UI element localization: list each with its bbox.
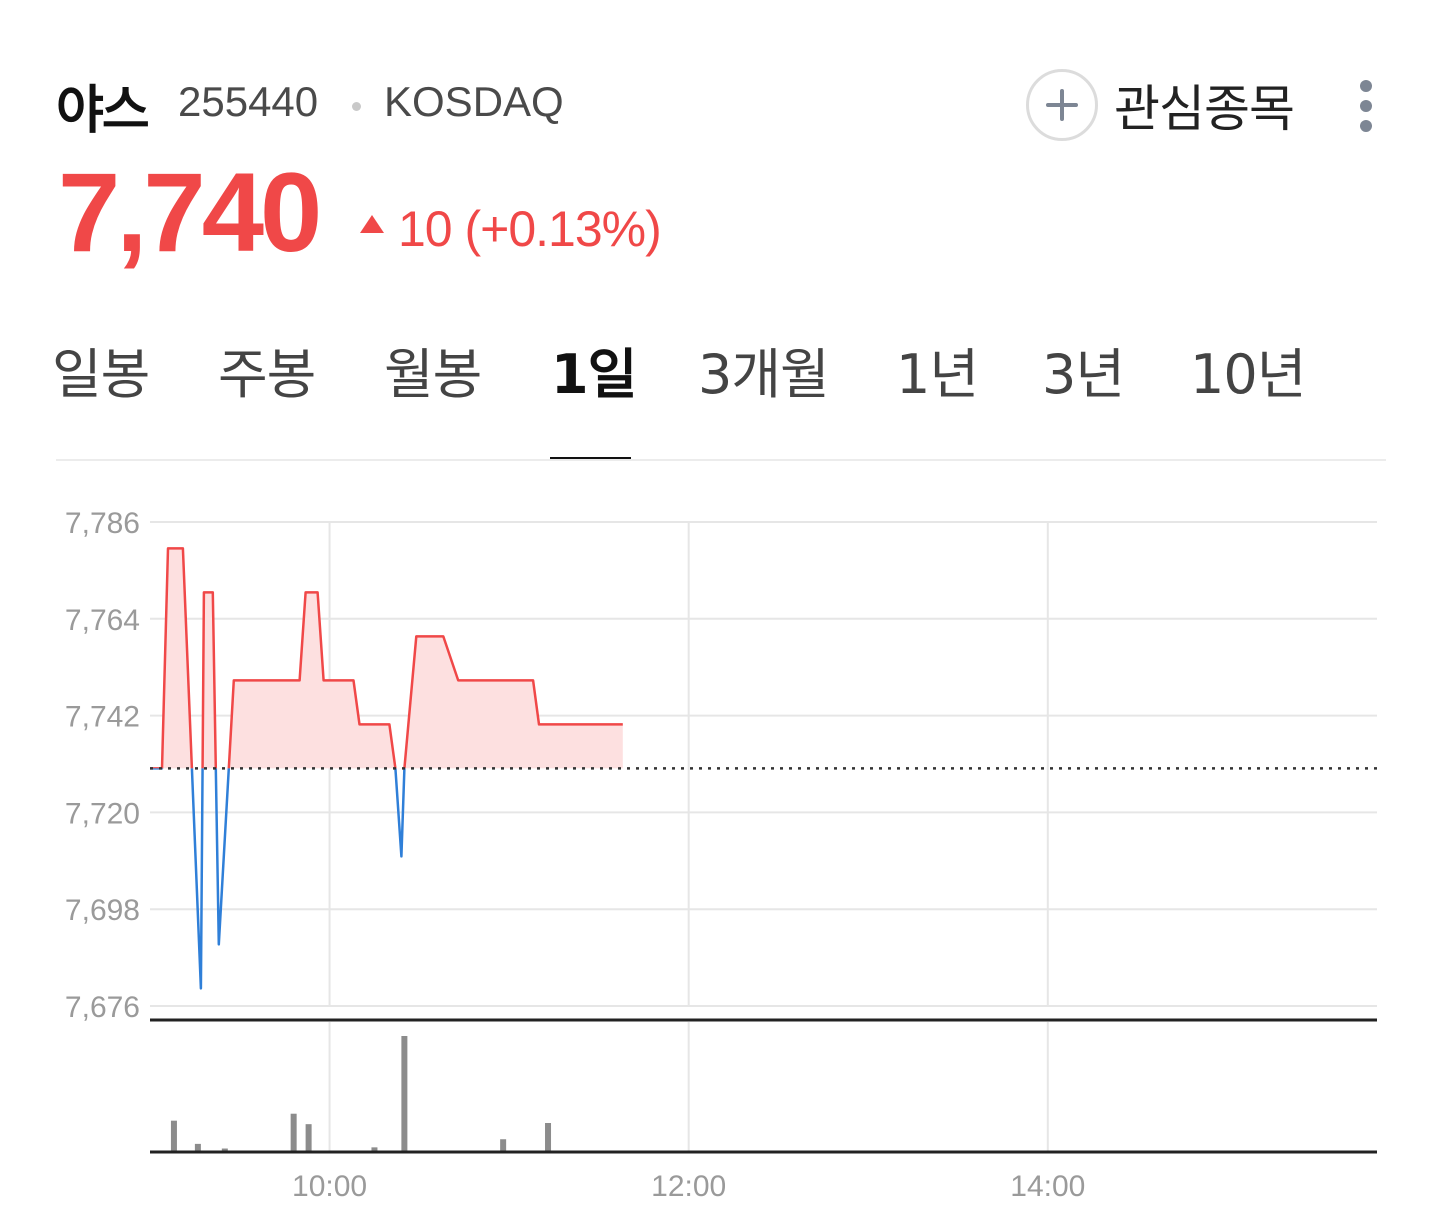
- x-tick-label: 12:00: [651, 1170, 726, 1203]
- tab-monthly[interactable]: 월봉: [384, 343, 482, 406]
- tab-1year[interactable]: 1년: [896, 343, 979, 406]
- add-watchlist-button[interactable]: 관심종목: [1026, 68, 1295, 142]
- period-tabs: 일봉 주봉 월봉 1일 3개월 1년 3년 10년: [0, 330, 1440, 461]
- stock-header: 야스 255440 KOSDAQ 관심종목: [56, 62, 1386, 146]
- separator-dot: [352, 102, 361, 111]
- y-tick-label: 7,676: [65, 991, 140, 1024]
- stock-name: 야스: [56, 81, 150, 141]
- price-change: 10 (+0.13%): [358, 200, 662, 258]
- more-vertical-icon[interactable]: [1352, 80, 1380, 132]
- plus-icon: [1026, 69, 1098, 141]
- tab-3month[interactable]: 3개월: [698, 343, 830, 406]
- volume-bar: [221, 1148, 228, 1152]
- volume-bar: [305, 1124, 312, 1152]
- y-tick-label: 7,698: [65, 894, 140, 927]
- volume-bar: [194, 1143, 201, 1152]
- price-area-up: [162, 548, 623, 769]
- price-change-text: 10 (+0.13%): [398, 201, 662, 257]
- intraday-chart[interactable]: 7,786 7,764 7,742 7,720 7,698 7,676 10:00 12:00…: [0, 470, 1440, 1231]
- y-tick-label: 7,764: [65, 604, 140, 637]
- triangle-up-icon: [360, 215, 384, 233]
- price-line-up: [150, 547, 623, 769]
- x-tick-label: 14:00: [1010, 1170, 1085, 1203]
- tabs-divider: [56, 459, 1386, 461]
- y-tick-label: 7,786: [65, 507, 140, 540]
- stock-code: 255440: [178, 78, 319, 125]
- watchlist-label: 관심종목: [1114, 80, 1295, 138]
- volume-bar: [545, 1123, 552, 1152]
- tab-3year[interactable]: 3년: [1042, 343, 1125, 406]
- volume-bar: [371, 1147, 378, 1152]
- volume-bar: [401, 1036, 408, 1152]
- tab-1day[interactable]: 1일: [551, 343, 637, 406]
- tab-daily[interactable]: 일봉: [52, 343, 150, 406]
- current-price: 7,740: [58, 150, 322, 275]
- volume-bar: [170, 1120, 177, 1152]
- tab-weekly[interactable]: 주봉: [218, 343, 316, 406]
- volume-bar: [290, 1113, 297, 1152]
- market-name: KOSDAQ: [384, 78, 564, 125]
- volume-bar: [500, 1139, 507, 1152]
- y-tick-label: 7,742: [65, 701, 140, 734]
- y-tick-label: 7,720: [65, 797, 140, 830]
- x-tick-label: 10:00: [292, 1170, 367, 1203]
- tab-10year[interactable]: 10년: [1190, 343, 1306, 406]
